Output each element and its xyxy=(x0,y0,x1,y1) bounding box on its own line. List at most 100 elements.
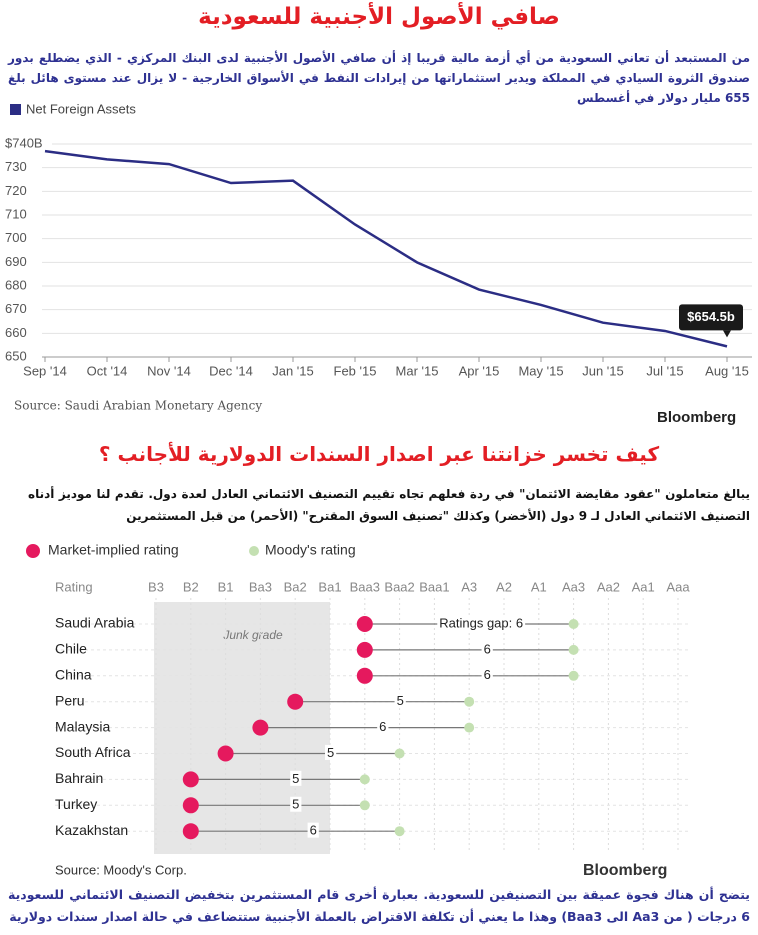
x-tick-label: Dec '14 xyxy=(209,363,253,378)
line xyxy=(44,149,728,348)
x-tick-label: Feb '15 xyxy=(334,363,377,378)
x-tick-label: Baa1 xyxy=(419,579,449,594)
row-label: Kazakhstan xyxy=(55,822,128,838)
gap-label: Ratings gap: 6 xyxy=(439,615,523,630)
x-tick-label: Ba1 xyxy=(318,579,341,594)
market-dot xyxy=(252,719,269,736)
y-tick-label: 710 xyxy=(5,206,27,221)
moodys-dot xyxy=(359,774,370,785)
gap-label: 6 xyxy=(310,823,317,838)
value-label: $654.5b xyxy=(687,309,735,324)
row-label: Saudi Arabia xyxy=(55,615,135,631)
brand: Bloomberg xyxy=(657,409,736,426)
gap-label: 6 xyxy=(484,641,491,656)
legend-label: Net Foreign Assets xyxy=(26,101,136,116)
value-label-box xyxy=(679,304,743,331)
x-tick-label: Aug '15 xyxy=(705,363,749,378)
gap-label-bg xyxy=(394,693,406,709)
y-tick-label: 690 xyxy=(5,254,27,269)
x-tick-label: Aa3 xyxy=(562,579,585,594)
charts: Net Foreign Assets 650 660 670 680 690 700 710 7… xyxy=(5,101,752,879)
moodys-dot xyxy=(464,696,475,707)
y-tick-label: 700 xyxy=(5,230,27,245)
market-dot xyxy=(356,641,373,658)
gap-label: 5 xyxy=(292,797,299,812)
x-tick-label: B1 xyxy=(218,579,234,594)
y-tick-label: 670 xyxy=(5,301,27,316)
x-tick-label: Aaa xyxy=(666,579,690,594)
moodys-dot xyxy=(568,644,579,655)
gap-label-bg xyxy=(290,770,302,786)
row-label: Chile xyxy=(55,641,87,657)
junk-grade-label: Junk grade xyxy=(222,628,283,642)
y-tick-label: 720 xyxy=(5,183,27,198)
market-dot xyxy=(182,797,199,814)
x-tick-label: Aa2 xyxy=(597,579,620,594)
x-tick-label: A1 xyxy=(531,579,547,594)
x-tick-label: B3 xyxy=(148,579,164,594)
moodys-dot xyxy=(464,722,475,733)
legend-marker xyxy=(26,544,40,558)
gap-label: 6 xyxy=(379,719,386,734)
x-tick-label: Jul '15 xyxy=(646,363,683,378)
gap-label-bg xyxy=(481,641,493,657)
x-tick-label: Ba2 xyxy=(284,579,307,594)
row-label: China xyxy=(55,667,92,683)
gap-label: 6 xyxy=(484,667,491,682)
row-label: Malaysia xyxy=(55,718,110,734)
chart-subtitle: من المستبعد أن تعاني السعودية من أي أزمة… xyxy=(8,51,750,105)
moodys-dot xyxy=(394,826,405,837)
legend-marker xyxy=(249,546,259,556)
source: Source: Saudi Arabian Monetary Agency xyxy=(14,399,262,413)
x-tick-label: Baa3 xyxy=(350,579,380,594)
value-label-pointer xyxy=(723,330,731,338)
brand: Bloomberg xyxy=(583,862,667,879)
gap-label-bg xyxy=(324,744,337,760)
market-dot xyxy=(182,771,199,788)
x-tick-label: Aa1 xyxy=(632,579,655,594)
x-axis-label: Rating xyxy=(55,579,93,594)
row-label: Turkey xyxy=(55,796,97,812)
gap-label: 5 xyxy=(292,771,299,786)
x-tick-label: B2 xyxy=(183,579,199,594)
chart-title: كيف تخسر خزانتنا عبر اصدار السندات الدول… xyxy=(98,442,660,466)
legend-label: Moody's rating xyxy=(265,542,356,558)
moodys-dot xyxy=(568,670,579,681)
y-tick-label: $740B xyxy=(5,135,43,150)
legend-label: Market-implied rating xyxy=(48,542,179,558)
note: يتضح أن هناك فجوة عميقة بين التصنيفين لل… xyxy=(8,887,750,924)
x-tick-label: Baa2 xyxy=(384,579,414,594)
gap-label-bg xyxy=(437,615,526,631)
row-label: Peru xyxy=(55,692,85,708)
gap-label-bg xyxy=(377,719,389,735)
x-tick-label: Jan '15 xyxy=(272,363,314,378)
moodys-dot xyxy=(568,619,579,629)
x-tick-label: A3 xyxy=(461,579,477,594)
chart-title: صافي الأصول الأجنبية للسعودية xyxy=(198,4,560,30)
y-tick-label: 650 xyxy=(5,348,27,363)
gap-label: 5 xyxy=(397,693,404,708)
x-tick-label: A2 xyxy=(496,579,512,594)
market-dot xyxy=(287,693,304,710)
x-tick-label: Sep '14 xyxy=(23,363,67,378)
market-dot xyxy=(182,823,199,840)
gap-label: 5 xyxy=(327,745,334,760)
chart-subtitle: يبالغ متعاملون "عقود مقايضة الائتمان" في… xyxy=(28,487,750,523)
x-tick-label: May '15 xyxy=(518,363,563,378)
moodys-dot xyxy=(359,800,370,811)
x-tick-label: Jun '15 xyxy=(582,363,624,378)
legend-swatch xyxy=(10,104,21,115)
x-tick-label: Ba3 xyxy=(249,579,272,594)
source: Source: Moody's Corp. xyxy=(55,862,187,877)
x-tick-label: Apr '15 xyxy=(459,363,500,378)
market-dot xyxy=(356,616,373,632)
market-dot xyxy=(217,745,234,762)
gap-label-bg xyxy=(307,822,319,838)
x-tick-label: Mar '15 xyxy=(396,363,439,378)
moodys-dot xyxy=(394,748,405,759)
x-tick-label: Oct '14 xyxy=(87,363,128,378)
gap-label-bg xyxy=(290,796,302,812)
y-tick-label: 730 xyxy=(5,159,27,174)
row-label: Bahrain xyxy=(55,770,103,786)
